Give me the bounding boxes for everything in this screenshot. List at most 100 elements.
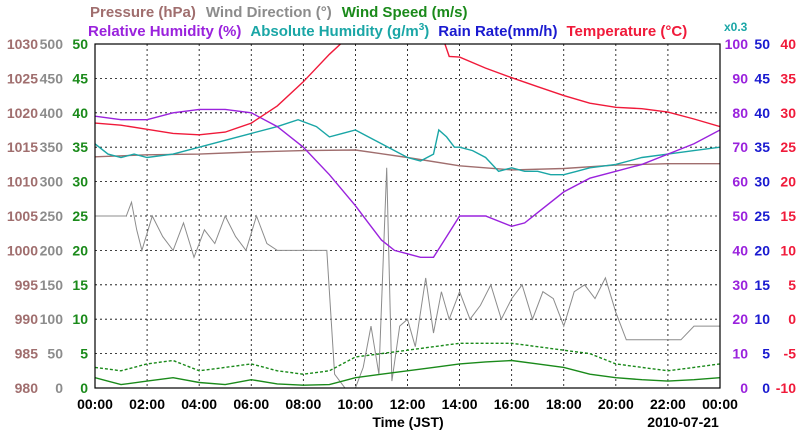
pressure-tick: 1025	[7, 70, 38, 86]
temp-tick: 40	[780, 36, 796, 52]
temp-tick: 25	[780, 139, 796, 155]
temp-tick: -5	[784, 346, 797, 362]
scale-note: x0.3	[724, 20, 748, 34]
temp-tick: 35	[780, 70, 796, 86]
rain-tick: 15	[754, 277, 770, 293]
wind-speed-tick: 30	[72, 174, 88, 190]
rain-tick: 35	[754, 139, 770, 155]
wind-dir-tick: 150	[40, 277, 64, 293]
wind-dir-tick: 400	[40, 105, 64, 121]
x-tick: 02:00	[129, 396, 165, 412]
x-tick: 18:00	[546, 396, 582, 412]
wind-speed-tick: 35	[72, 139, 88, 155]
wind-speed-tick: 40	[72, 105, 88, 121]
x-tick: 08:00	[285, 396, 321, 412]
series-rh	[95, 108, 720, 258]
legend-row-1: Pressure (hPa) Wind Direction (°) Wind Spe…	[90, 4, 467, 21]
legend-ah-tail: )	[424, 23, 429, 40]
rh-tick: 20	[732, 311, 748, 327]
wind-dir-tick: 350	[40, 139, 64, 155]
rain-tick: 5	[762, 346, 770, 362]
pressure-tick: 1030	[7, 36, 38, 52]
rh-tick: 40	[732, 242, 748, 258]
pressure-tick: 990	[15, 311, 39, 327]
plot-grid	[95, 44, 720, 388]
temp-tick: 30	[780, 105, 796, 121]
rh-tick: 50	[732, 208, 748, 224]
series-wind-dir	[95, 167, 720, 388]
rain-tick: 45	[754, 70, 770, 86]
series-wind-speed	[95, 359, 720, 386]
series-gust	[95, 342, 720, 375]
temp-tick: 10	[780, 242, 796, 258]
plot-frame	[94, 43, 721, 389]
x-tick: 12:00	[390, 396, 426, 412]
x-tick: 14:00	[442, 396, 478, 412]
wind-speed-tick: 10	[72, 311, 88, 327]
rh-tick: 30	[732, 277, 748, 293]
svg-text:Relative Humidity (%)Absolute: Relative Humidity (%) Absolute Humidity (…	[88, 22, 687, 40]
wind-dir-tick: 250	[40, 208, 64, 224]
x-tick: 10:00	[338, 396, 374, 412]
legend-pressure: Pressure (hPa)	[90, 4, 196, 21]
wind-dir-tick: 200	[40, 242, 64, 258]
x-tick: 00:00	[77, 396, 113, 412]
wind-dir-tick: 500	[40, 36, 64, 52]
pressure-tick: 1015	[7, 139, 38, 155]
rh-tick: 90	[732, 70, 748, 86]
temp-tick: 15	[780, 208, 796, 224]
legend-rain: Rain Rate(mm/h)	[438, 23, 557, 40]
wind-speed-tick: 15	[72, 277, 88, 293]
pressure-tick: 1010	[7, 174, 38, 190]
x-tick: 00:00	[702, 396, 738, 412]
date-label: 2010-07-21	[647, 414, 719, 430]
rh-tick: 100	[725, 36, 749, 52]
wind-speed-tick: 25	[72, 208, 88, 224]
wind-dir-tick: 100	[40, 311, 64, 327]
wind-dir-tick: 50	[47, 346, 63, 362]
svg-text:Pressure (hPa)Wind Direction (: Pressure (hPa) Wind Direction (°) Wind Spe…	[90, 4, 467, 21]
wind-dir-tick: 0	[55, 380, 63, 396]
x-axis-title: Time (JST)	[372, 414, 443, 430]
temp-tick: -10	[776, 380, 796, 396]
rain-tick: 20	[754, 242, 770, 258]
x-tick: 20:00	[598, 396, 634, 412]
legend-rh: Relative Humidity (%)	[88, 23, 241, 40]
rain-tick: 25	[754, 208, 770, 224]
wind-speed-tick: 5	[80, 346, 88, 362]
x-tick: 22:00	[650, 396, 686, 412]
legend-ah-sup: 3	[419, 22, 425, 33]
legend-temp: Temperature (°C)	[566, 23, 687, 40]
temp-tick: 20	[780, 174, 796, 190]
x-tick: 06:00	[233, 396, 269, 412]
pressure-tick: 1000	[7, 242, 38, 258]
plot-series	[95, 44, 720, 388]
wind-dir-tick: 300	[40, 174, 64, 190]
pressure-tick: 995	[15, 277, 39, 293]
wind-speed-tick: 50	[72, 36, 88, 52]
legend-wind-dir: Wind Direction (°)	[206, 4, 332, 21]
wind-speed-tick: 20	[72, 242, 88, 258]
wind-speed-tick: 45	[72, 70, 88, 86]
rh-tick: 0	[740, 380, 748, 396]
rain-tick: 30	[754, 174, 770, 190]
temp-tick: 0	[788, 311, 796, 327]
pressure-tick: 980	[15, 380, 39, 396]
rain-tick: 50	[754, 36, 770, 52]
rh-tick: 60	[732, 174, 748, 190]
x-tick: 04:00	[181, 396, 217, 412]
series-ah	[95, 118, 720, 176]
rain-tick: 10	[754, 311, 770, 327]
rh-tick: 10	[732, 346, 748, 362]
wind-speed-tick: 0	[80, 380, 88, 396]
rh-tick: 80	[732, 105, 748, 121]
legend-ah: Absolute Humidity (g/m	[250, 23, 418, 40]
x-tick: 16:00	[494, 396, 530, 412]
temp-tick: 5	[788, 277, 796, 293]
axis-tick-labels: 1030102510201015101010051000995990985980…	[7, 36, 796, 412]
pressure-tick: 1005	[7, 208, 38, 224]
wind-dir-tick: 450	[40, 70, 64, 86]
series-temp	[95, 44, 720, 136]
legend-row-2: Relative Humidity (%) Absolute Humidity (…	[88, 20, 748, 40]
